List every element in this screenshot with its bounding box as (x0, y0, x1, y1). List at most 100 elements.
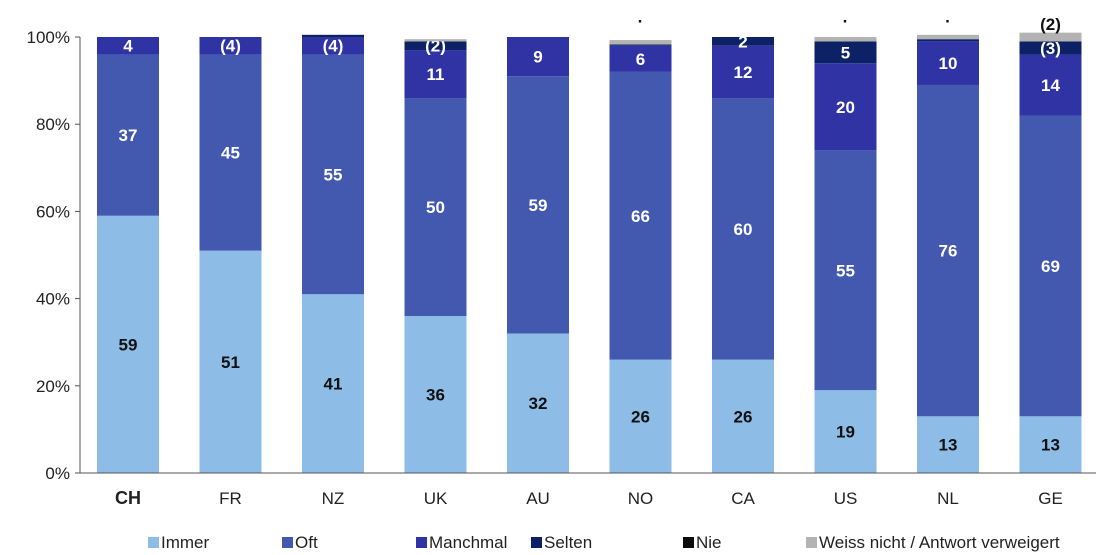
data-label: 51 (221, 353, 240, 372)
bar-segment-selten (1019, 41, 1082, 55)
bar-stack-uk: 36 50 11 (2) (404, 37, 467, 473)
bar-segment-weiss (917, 34, 979, 40)
legend-swatch (282, 537, 293, 548)
bar-segment-immer (917, 416, 979, 473)
bar-segment-immer (302, 294, 364, 473)
data-label: 11 (427, 65, 445, 84)
bar-stack-ch: 59 37 4 (97, 37, 159, 473)
bar-segment-immer (97, 215, 159, 473)
bar-segment-oft (404, 98, 467, 317)
y-tick-label: 100% (27, 28, 70, 47)
data-label: 69 (1041, 257, 1060, 276)
legend-label: Oft (295, 533, 318, 552)
bar-segment-weiss (609, 40, 672, 45)
bar-segment-manchmal (917, 41, 979, 85)
bar-segment-immer (814, 390, 877, 473)
bar-segment-immer (712, 359, 774, 473)
data-label: (3) (1040, 39, 1061, 58)
x-tick-label: CH (115, 488, 141, 508)
bar-annotation: · (638, 12, 644, 31)
bar-segment-manchmal (404, 50, 467, 99)
bar-segment-manchmal (712, 45, 774, 99)
data-label: 41 (324, 375, 343, 394)
data-label: (2) (425, 37, 446, 56)
bars: 593745145(4)4155(4)365011(2)3259926666·2… (97, 12, 1082, 473)
legend-label: Nie (696, 533, 722, 552)
data-label: 9 (533, 48, 542, 67)
bar-segment-oft (1019, 115, 1082, 417)
bar-segment-weiss (1019, 32, 1082, 42)
legend-swatch (806, 537, 817, 548)
x-tick-label: NZ (322, 489, 345, 508)
bar-segment-manchmal (199, 37, 262, 55)
bar-segment-immer (507, 333, 569, 473)
bar-stack-nl: 13 76 10 · (917, 12, 979, 473)
bar-annotation: · (945, 12, 951, 31)
y-tick-label: 60% (36, 202, 70, 221)
bar-stack-fr: 51 45 (4) (199, 37, 262, 473)
data-label: 60 (734, 220, 753, 239)
data-label: 13 (1041, 436, 1060, 455)
x-tick-label: US (834, 489, 858, 508)
bar-segment-immer (1019, 416, 1082, 473)
bar-stack-us: 19 55 20 5 · (814, 12, 877, 473)
legend: Immer Oft Manchmal Selten Nie Weiss nicht / A… (148, 533, 1060, 552)
data-label: 55 (836, 261, 855, 280)
y-tick-label: 80% (36, 115, 70, 134)
bar-segment-weiss (814, 37, 877, 42)
data-label: 45 (221, 144, 240, 163)
bar-segment-immer (199, 250, 262, 473)
data-label: (4) (323, 37, 344, 56)
x-tick-label: GE (1038, 489, 1063, 508)
x-tick-label: NL (937, 489, 959, 508)
bar-segment-manchmal (97, 37, 159, 55)
data-label: 26 (631, 407, 650, 426)
data-label: 50 (426, 198, 445, 217)
bar-segment-selten (404, 41, 467, 51)
data-label: 13 (939, 436, 958, 455)
bar-stack-nz: 41 55 (4) (302, 34, 364, 473)
bar-segment-manchmal (609, 45, 672, 72)
data-label: 6 (636, 50, 645, 69)
data-label: 14 (1041, 76, 1060, 95)
y-tick-label: 40% (36, 290, 70, 309)
bar-segment-selten (917, 39, 979, 42)
data-label: 20 (836, 98, 855, 117)
x-tick-label: UK (424, 489, 448, 508)
legend-swatch (531, 537, 542, 548)
legend-label: Weiss nicht / Antwort verweigert (819, 533, 1060, 552)
legend-label: Manchmal (429, 533, 507, 552)
data-label: 59 (529, 196, 548, 215)
data-label: 10 (939, 54, 958, 73)
bar-segment-oft (609, 71, 672, 360)
bar-stack-ca: 26 60 12 2 (712, 32, 774, 473)
legend-swatch (416, 537, 427, 548)
bar-segment-oft (917, 84, 979, 417)
bar-annotation: · (843, 12, 849, 31)
x-axis: CH FR NZ UK AU NO CA US NL GE (80, 472, 1096, 508)
bar-segment-selten (609, 44, 672, 46)
bar-segment-immer (404, 316, 467, 473)
data-label: 76 (939, 242, 958, 261)
bar-segment-selten (814, 41, 877, 64)
legend-swatch (148, 537, 159, 548)
bar-segment-oft (199, 54, 262, 251)
y-axis: 0% 20% 40% 60% 80% 100% (27, 28, 81, 483)
legend-swatch (683, 537, 694, 548)
data-label: 2 (738, 32, 747, 51)
data-label: 32 (529, 394, 548, 413)
bar-segment-immer (609, 359, 672, 473)
x-tick-label: FR (219, 489, 242, 508)
bar-segment-oft (814, 150, 877, 391)
x-tick-label: NO (628, 489, 654, 508)
bar-segment-manchmal (507, 37, 569, 77)
bar-segment-oft (712, 98, 774, 360)
bar-segment-oft (302, 54, 364, 295)
legend-label: Selten (544, 533, 592, 552)
y-tick-label: 0% (45, 464, 70, 483)
data-label: 19 (836, 423, 855, 442)
data-label: 5 (841, 43, 850, 62)
bar-segment-selten (302, 34, 364, 37)
